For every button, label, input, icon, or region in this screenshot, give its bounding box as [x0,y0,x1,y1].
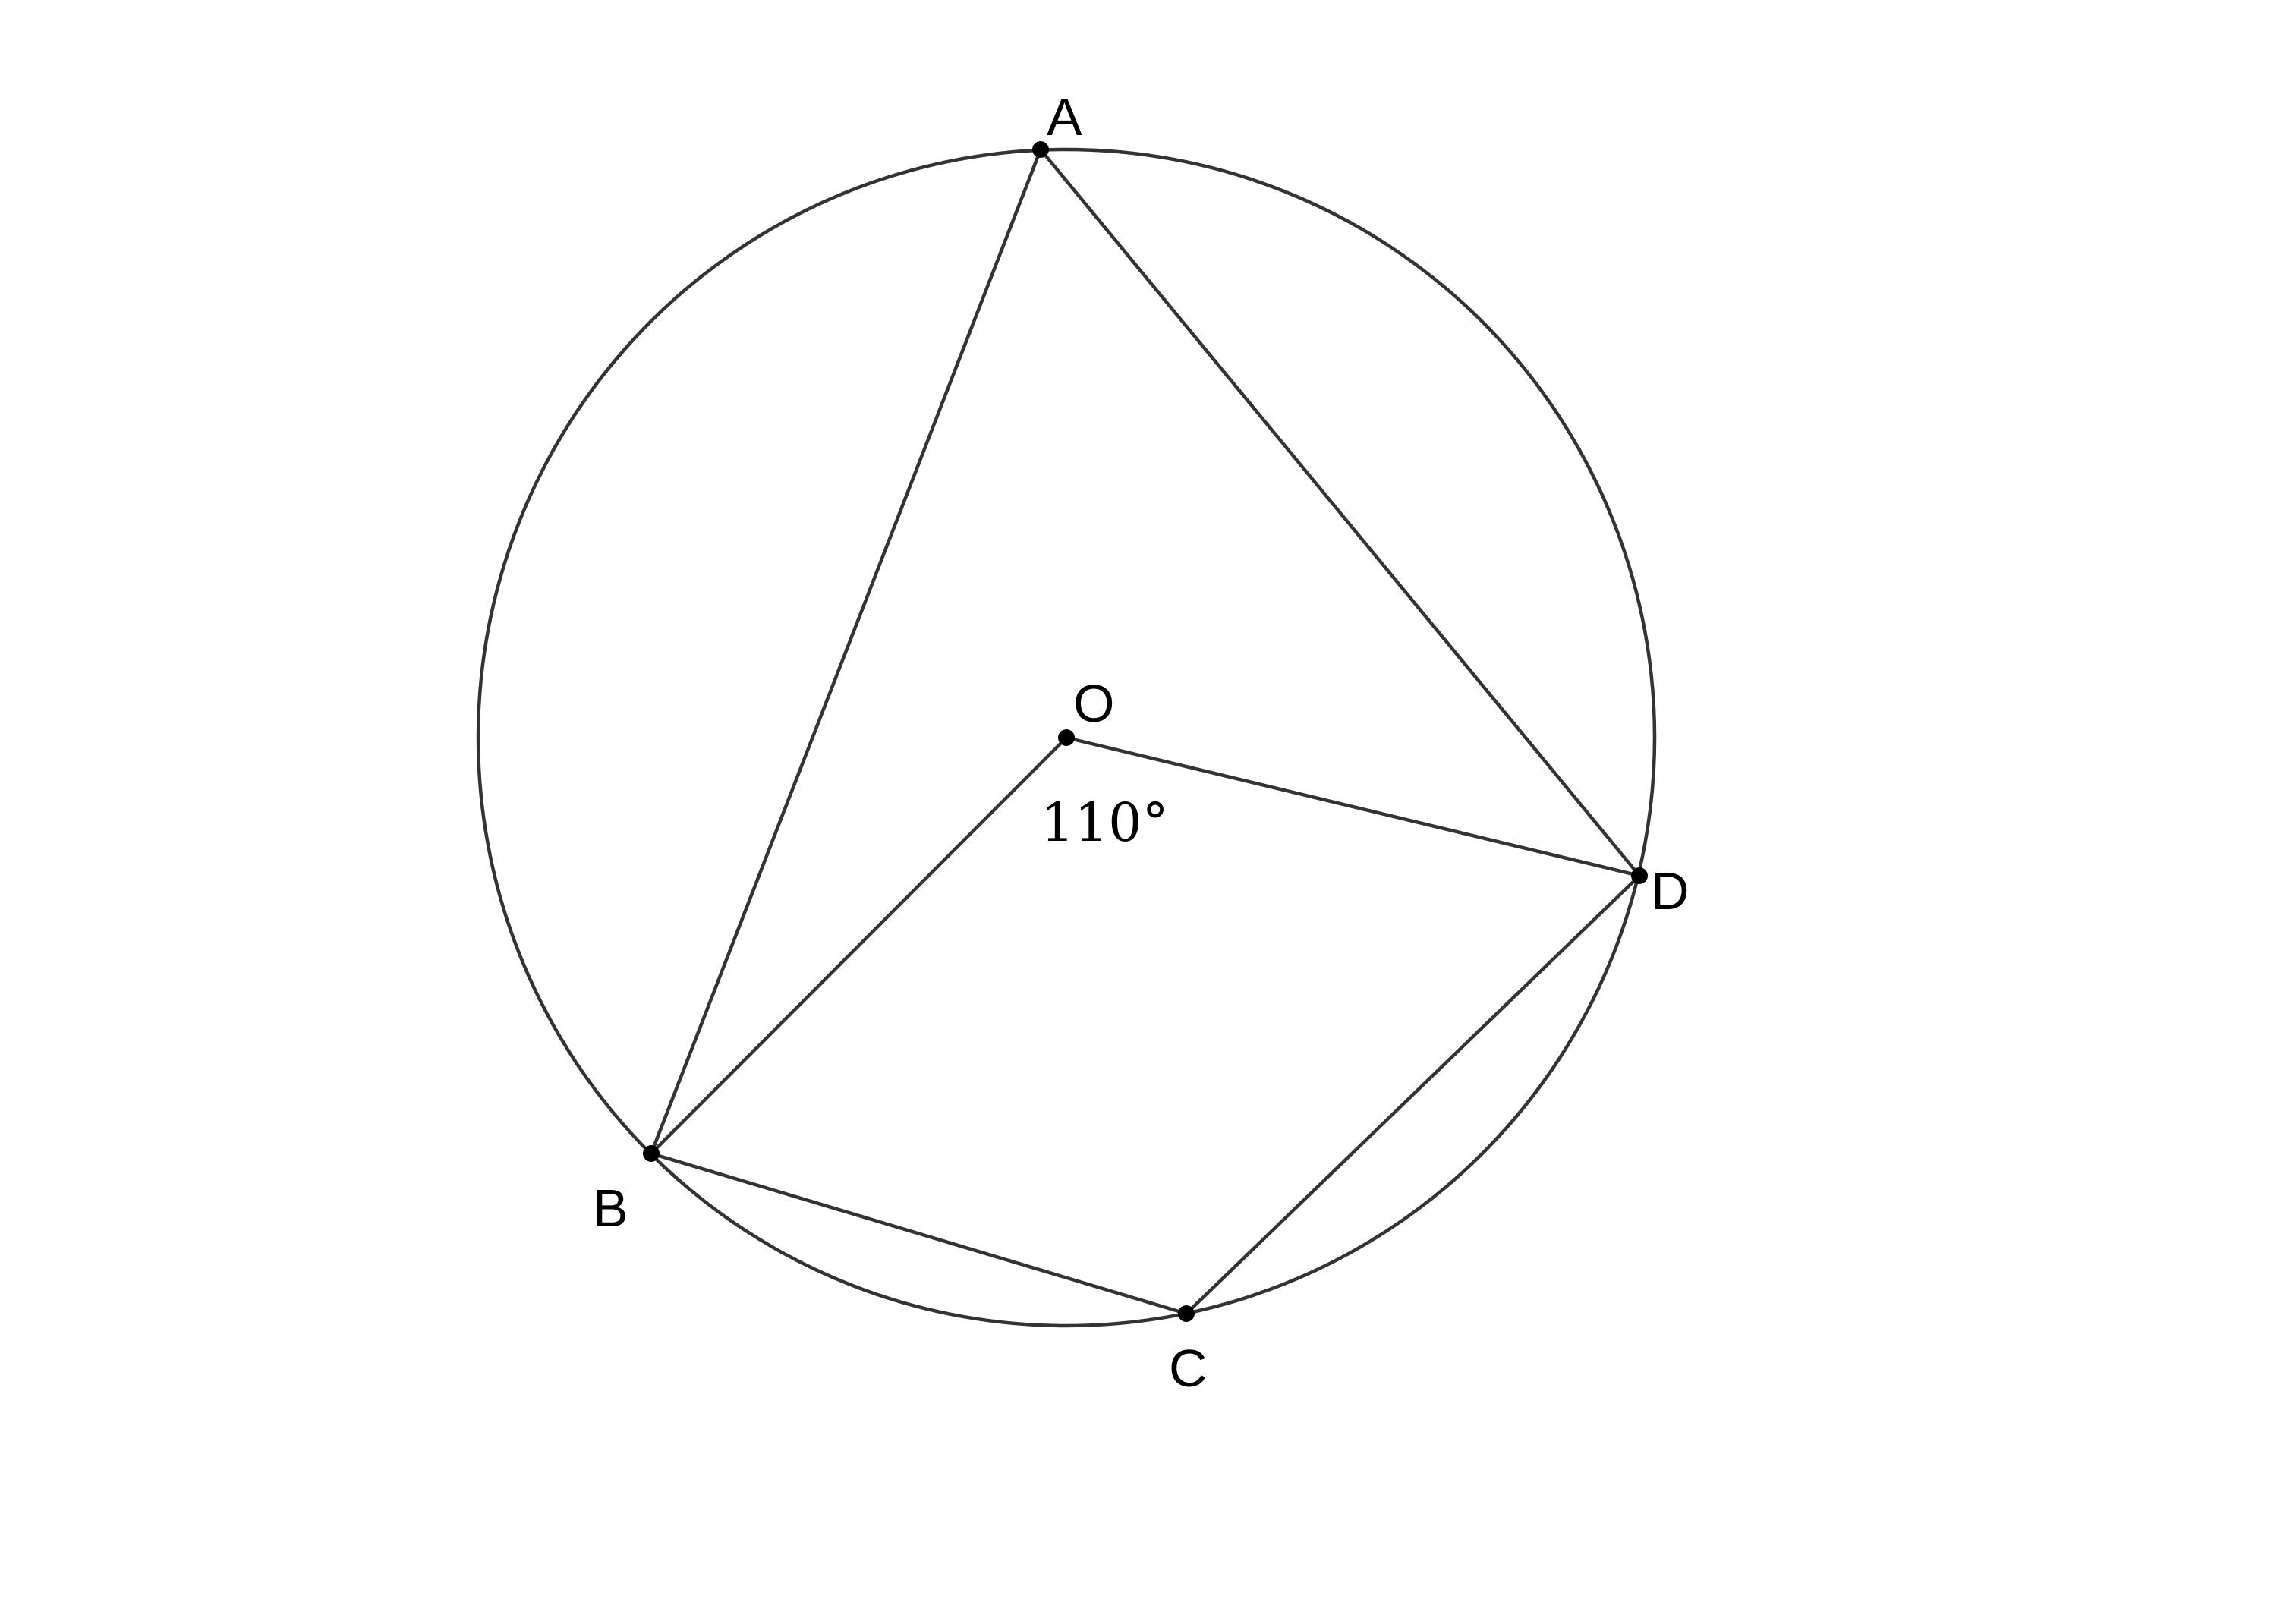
segment-ad [1039,148,1641,877]
angle-bod-label: 110° [1041,792,1169,854]
segment-cd [1185,874,1641,1315]
label-o: O [1073,674,1114,733]
point-o [1058,729,1075,746]
segment-ob [650,736,1068,1155]
label-b: B [593,1179,628,1238]
circle-o [476,147,1657,1328]
label-c: C [1169,1339,1208,1398]
segment-od [1066,735,1640,878]
point-c [1178,1305,1195,1322]
segment-bc [650,1151,1187,1316]
segment-ab [649,149,1043,1154]
point-a [1032,141,1049,158]
label-d: D [1651,861,1690,921]
point-b [643,1145,660,1162]
point-d [1631,867,1648,884]
label-a: A [1047,87,1082,146]
